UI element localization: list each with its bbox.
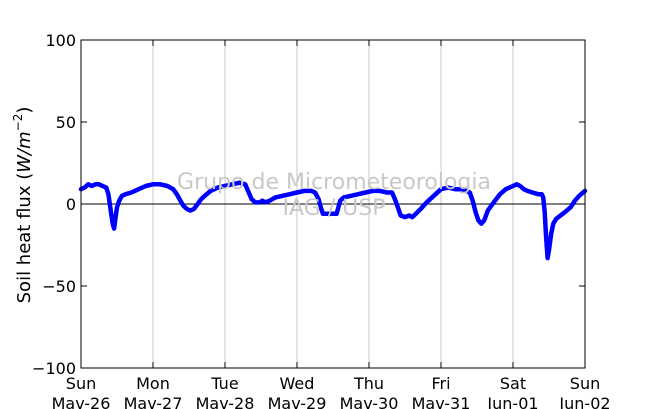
watermark: Grupo de Micrometeorologia IAG / USP <box>177 170 491 221</box>
watermark-line-1: Grupo de Micrometeorologia <box>177 170 491 195</box>
x-axis: SunMav-26MonMav-27TueMav-28WedMav-29ThuM… <box>52 40 611 409</box>
x-tick-label-date: Mav-27 <box>124 394 183 409</box>
y-axis-label: Soil heat flux (W/m−2) <box>11 107 35 304</box>
x-tick-label-day: Mon <box>136 374 170 393</box>
x-tick-label-date: Mav-26 <box>52 394 111 409</box>
y-tick-label: 0 <box>66 195 76 214</box>
watermark-line-2: IAG / USP <box>283 196 386 221</box>
x-tick-label-day: Sun <box>570 374 600 393</box>
x-tick-label-date: Iun-02 <box>559 394 610 409</box>
x-tick-label-date: Mav-28 <box>196 394 255 409</box>
x-tick-label-day: Sun <box>66 374 96 393</box>
x-tick-label-date: Iun-01 <box>487 394 538 409</box>
x-tick-label-date: Mav-30 <box>340 394 399 409</box>
x-tick-label-day: Fri <box>431 374 450 393</box>
x-tick-label-day: Sat <box>500 374 526 393</box>
x-tick-label-date: Mav-31 <box>412 394 471 409</box>
y-axis: −100 −50 0 50 100 <box>32 31 585 378</box>
y-tick-label: 50 <box>56 113 76 132</box>
x-tick-label-date: Mav-29 <box>268 394 327 409</box>
x-tick-label-day: Thu <box>353 374 384 393</box>
series-line <box>78 180 588 261</box>
y-tick-label: −100 <box>32 359 76 378</box>
y-tick-label: −50 <box>42 277 76 296</box>
x-tick-label-day: Tue <box>210 374 238 393</box>
series-layer <box>78 180 588 261</box>
x-tick-label-day: Wed <box>280 374 315 393</box>
y-tick-label: 100 <box>45 31 76 50</box>
